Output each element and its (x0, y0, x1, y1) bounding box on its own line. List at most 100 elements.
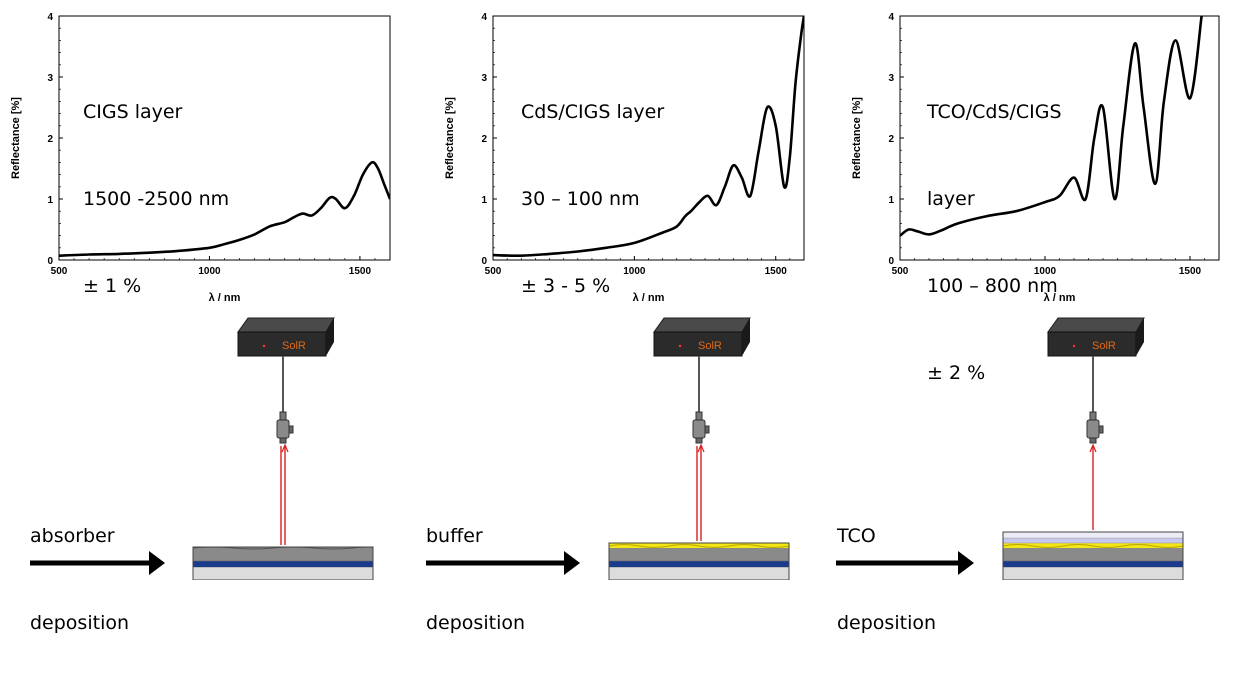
y-axis-label: Reflectance [%] (10, 97, 22, 179)
device-indicator-led (1072, 344, 1076, 348)
stage-1-label-line: deposition (30, 612, 130, 634)
x-tick-label: 1500 (1179, 266, 1202, 277)
device-indicator-led (678, 344, 682, 348)
device-side (742, 318, 750, 356)
probe-connector (695, 411, 703, 421)
device-brand-label: SolR (1092, 340, 1116, 352)
y-tick-label: 1 (888, 195, 894, 206)
spectrometer-device: SolR (237, 317, 335, 357)
chart-1-annotation-line: CIGS layer (83, 101, 183, 123)
chart-2-annotation-line: 30 – 100 nm (521, 188, 640, 210)
reflectance-curve (900, 16, 1203, 237)
process-stage-3: SolR (836, 317, 1184, 581)
probe-head (692, 411, 710, 444)
spectrometer-device: SolR (1047, 317, 1145, 357)
chart-2-annotation-line: ± 3 - 5 % (521, 275, 611, 297)
device-front (653, 331, 743, 357)
buffer-wave (608, 544, 790, 548)
layer-stack (192, 546, 374, 581)
light-beams (1089, 443, 1097, 530)
absorber-layer (608, 546, 790, 562)
molybdenum-layer (609, 561, 789, 567)
stage-3-label-line: deposition (837, 612, 937, 634)
absorber-layer (1002, 546, 1184, 562)
buffer-wave (1002, 544, 1184, 548)
stage-2-label-line: buffer (426, 525, 483, 547)
process-figure: 0 1 2 3 4 500 1000 1500 λ / nm Reflectance [%] 0 1 2… (10, 12, 1220, 634)
process-stage-1: SolR (30, 317, 374, 581)
x-tick-label: 500 (485, 266, 502, 277)
y-axis-label: Reflectance [%] (851, 97, 863, 179)
reflectance-chart-2: 0 1 2 3 4 500 1000 1500 λ / nm Reflectance [%] (444, 12, 805, 304)
y-tick-label: 4 (888, 12, 894, 23)
x-tick-label: 1000 (198, 266, 221, 277)
beam-arrowhead (1089, 443, 1097, 453)
probe-body (276, 419, 290, 439)
stage-3-label-line: TCO (837, 525, 876, 547)
device-brand-label: SolR (698, 340, 722, 352)
y-tick-label: 0 (47, 256, 53, 267)
chart-3-annotation: TCO/CdS/CIGS layer 100 – 800 nm ± 2 % (927, 40, 1062, 446)
y-axis-label: Reflectance [%] (444, 97, 456, 179)
beam-arrowhead (281, 443, 289, 453)
chart-1-annotation-line: ± 1 % (83, 275, 142, 297)
x-tick-label: 500 (51, 266, 68, 277)
chart-2-annotation: CdS/CIGS layer 30 – 100 nm ± 3 - 5 % (521, 40, 664, 359)
process-stage-2: SolR (426, 317, 790, 581)
y-tick-label: 0 (481, 256, 487, 267)
chart-1-annotation: CIGS layer 1500 -2500 nm ± 1 % (83, 40, 229, 359)
layer-stack (1002, 531, 1184, 581)
chart-3-annotation-line: ± 2 % (927, 362, 986, 384)
y-tick-label: 2 (888, 134, 894, 145)
probe-connector (1089, 411, 1097, 421)
device-top (653, 317, 751, 333)
glass-substrate (608, 566, 790, 581)
glass-substrate (192, 566, 374, 581)
device-side (326, 318, 334, 356)
probe-knob (1098, 425, 1104, 434)
device-front (1047, 331, 1137, 357)
spectrometer-device: SolR (653, 317, 751, 357)
y-tick-label: 1 (47, 195, 53, 206)
probe-tip (279, 437, 287, 444)
chart-1-annotation-line: 1500 -2500 nm (83, 188, 230, 210)
y-tick-label: 2 (47, 134, 53, 145)
probe-body (692, 419, 706, 439)
y-tick-label: 4 (47, 12, 53, 23)
y-tick-label: 3 (47, 73, 53, 84)
device-top (237, 317, 335, 333)
tco-top-layer (1002, 531, 1184, 539)
probe-connector (279, 411, 287, 421)
y-tick-label: 0 (888, 256, 894, 267)
tco-layer (1002, 537, 1184, 544)
beam-arrowhead (697, 443, 705, 453)
process-arrow-head (958, 551, 974, 575)
stage-1-label: absorber deposition (30, 464, 129, 696)
x-tick-label: 500 (892, 266, 909, 277)
light-beams (696, 443, 705, 541)
stage-1-label-line: absorber (30, 525, 115, 547)
stage-2-label-line: deposition (426, 612, 526, 634)
probe-head (1086, 411, 1104, 444)
device-top (1047, 317, 1145, 333)
x-axis-label: λ / nm (1044, 292, 1076, 304)
reflectance-chart-3: 0 1 2 3 4 500 1000 1500 λ / nm Reflectance [%] (851, 12, 1220, 304)
x-tick-label: 1000 (1034, 266, 1057, 277)
chart-3-annotation-line: 100 – 800 nm (927, 275, 1058, 297)
chart-2-annotation-line: CdS/CIGS layer (521, 101, 665, 123)
y-tick-label: 4 (481, 12, 487, 23)
molybdenum-layer (193, 561, 373, 567)
y-tick-label: 2 (481, 134, 487, 145)
probe-tip (695, 437, 703, 444)
device-indicator-led (262, 344, 266, 348)
layer-stack (608, 542, 790, 581)
figure-canvas: 0 1 2 3 4 500 1000 1500 λ / nm Reflectance [%] 0 1 2… (10, 12, 1220, 581)
probe-tip (1089, 437, 1097, 444)
reflectance-curve (59, 160, 390, 257)
glass-substrate (1002, 566, 1184, 581)
absorber-layer (192, 546, 374, 562)
probe-knob (288, 425, 294, 434)
x-axis-label: λ / nm (633, 292, 665, 304)
y-tick-label: 3 (888, 73, 894, 84)
probe-head (276, 411, 294, 444)
